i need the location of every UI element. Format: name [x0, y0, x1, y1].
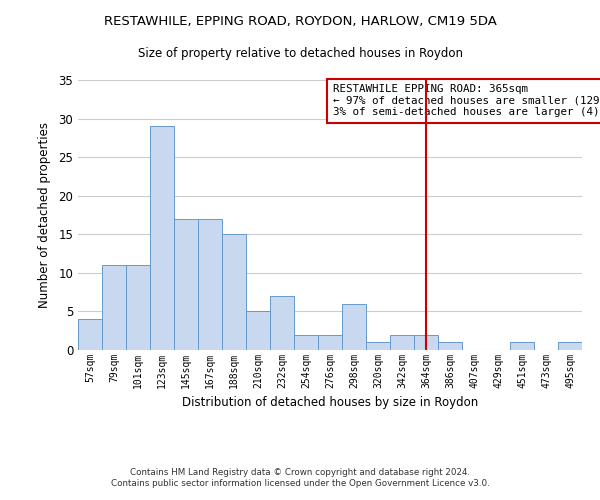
Bar	[558, 342, 582, 350]
Bar	[222, 234, 246, 350]
Y-axis label: Number of detached properties: Number of detached properties	[38, 122, 52, 308]
Bar	[270, 296, 294, 350]
Bar	[342, 304, 366, 350]
Text: Contains HM Land Registry data © Crown copyright and database right 2024.
Contai: Contains HM Land Registry data © Crown c…	[110, 468, 490, 487]
Bar	[438, 342, 462, 350]
Bar	[126, 265, 150, 350]
Bar	[174, 219, 198, 350]
Bar	[318, 334, 342, 350]
Bar	[366, 342, 390, 350]
X-axis label: Distribution of detached houses by size in Roydon: Distribution of detached houses by size …	[182, 396, 478, 409]
Bar	[414, 334, 438, 350]
Text: RESTAWHILE EPPING ROAD: 365sqm
← 97% of detached houses are smaller (129)
3% of : RESTAWHILE EPPING ROAD: 365sqm ← 97% of …	[332, 84, 600, 117]
Bar	[198, 219, 222, 350]
Bar	[510, 342, 534, 350]
Bar	[78, 319, 102, 350]
Bar	[246, 312, 270, 350]
Text: RESTAWHILE, EPPING ROAD, ROYDON, HARLOW, CM19 5DA: RESTAWHILE, EPPING ROAD, ROYDON, HARLOW,…	[104, 15, 496, 28]
Text: Size of property relative to detached houses in Roydon: Size of property relative to detached ho…	[137, 48, 463, 60]
Bar	[102, 265, 126, 350]
Bar	[150, 126, 174, 350]
Bar	[294, 334, 318, 350]
Bar	[390, 334, 414, 350]
